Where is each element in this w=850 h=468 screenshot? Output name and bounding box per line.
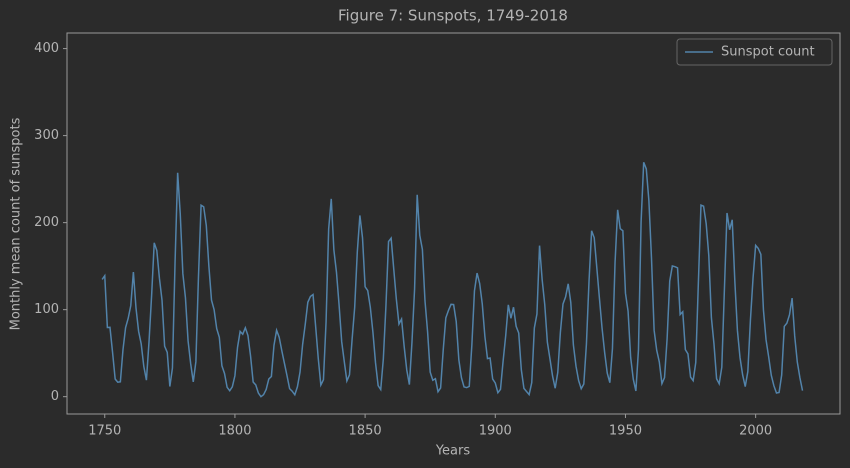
x-axis-label: Years (435, 444, 471, 459)
y-tick-label: 0 (51, 389, 59, 404)
plot-frame (66, 32, 841, 415)
x-tick-label: 1900 (479, 424, 512, 439)
legend-label: Sunspot count (721, 45, 815, 60)
y-tick-label: 200 (34, 215, 59, 230)
legend-box (676, 38, 833, 66)
y-tick-label: 300 (34, 128, 59, 143)
x-tick-label: 1950 (609, 424, 642, 439)
y-tick-label: 100 (34, 302, 59, 317)
chart-title: Figure 7: Sunspots, 1749-2018 (338, 7, 568, 25)
y-tick-label: 400 (34, 41, 59, 56)
x-tick-label: 1850 (349, 424, 382, 439)
x-tick-label: 1750 (88, 424, 121, 439)
x-tick-label: 2000 (739, 424, 772, 439)
x-tick-label: 1800 (218, 424, 251, 439)
y-axis-label: Monthly mean count of sunspots (9, 117, 24, 330)
data-line (101, 162, 804, 398)
